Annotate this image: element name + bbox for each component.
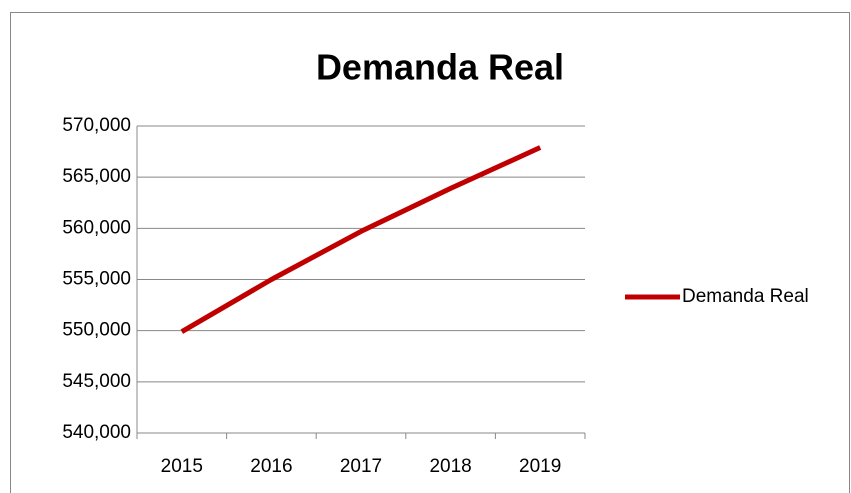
x-tick-label: 2018	[429, 456, 471, 477]
y-tick-label: 550,000	[62, 320, 131, 341]
y-tick-label: 545,000	[62, 371, 131, 392]
x-tick-label: 2015	[161, 456, 203, 477]
y-tick-label: 560,000	[62, 217, 131, 238]
y-tick-label: 565,000	[62, 166, 131, 187]
chart-frame	[10, 12, 850, 493]
data-line	[180, 145, 542, 334]
y-tick-label: 570,000	[62, 115, 131, 136]
legend-label: Demanda Real	[682, 286, 809, 307]
x-tick-label: 2017	[340, 456, 382, 477]
x-tick-label: 2019	[519, 456, 561, 477]
y-tick-label: 555,000	[62, 269, 131, 290]
y-tick-label: 540,000	[62, 422, 131, 443]
chart-title: Demanda Real	[316, 47, 564, 88]
x-tick-label: 2016	[250, 456, 292, 477]
